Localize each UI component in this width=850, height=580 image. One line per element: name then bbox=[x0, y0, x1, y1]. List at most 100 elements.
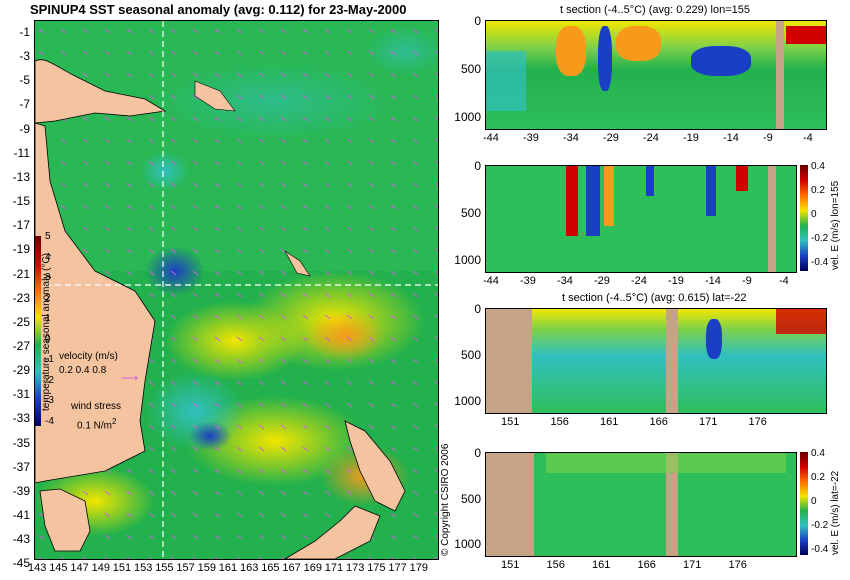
p1-x-tick: -19 bbox=[683, 132, 699, 144]
colorbar-tick: -4 bbox=[45, 415, 54, 427]
p4-y-tick: 0 bbox=[474, 446, 481, 460]
colorbar-tick: 2 bbox=[45, 292, 51, 304]
panel3-title: t section (-4..5°C) (avg: 0.615) lat=-22 bbox=[562, 292, 747, 304]
temp-section-lon155[interactable] bbox=[485, 20, 827, 130]
p2-colorbar-tick: 0.4 bbox=[811, 161, 825, 172]
p3-x-tick: 176 bbox=[748, 416, 767, 428]
panel4-colorbar bbox=[800, 452, 808, 555]
p2-x-tick: -19 bbox=[668, 275, 684, 287]
map-x-tick: 173 bbox=[346, 562, 365, 574]
map-x-tick: 163 bbox=[240, 562, 259, 574]
map-x-tick: 159 bbox=[197, 562, 216, 574]
map-x-tick: 153 bbox=[134, 562, 153, 574]
p2-y-tick: 500 bbox=[460, 206, 481, 220]
map-y-tick: -13 bbox=[12, 169, 30, 184]
p4-x-tick: 161 bbox=[592, 559, 611, 571]
map-field bbox=[35, 21, 438, 559]
p3-x-tick: 156 bbox=[550, 416, 569, 428]
p2-x-tick: -9 bbox=[742, 275, 752, 287]
p4-y-tick: 500 bbox=[460, 491, 481, 506]
p4-colorbar-tick: 0 bbox=[811, 496, 817, 507]
map-y-tick: -7 bbox=[19, 97, 30, 112]
p3-x-tick: 171 bbox=[699, 416, 718, 428]
colorbar-tick: 1 bbox=[45, 313, 51, 324]
p1-y-tick: 500 bbox=[460, 62, 481, 76]
map-y-tick: -25 bbox=[12, 314, 30, 329]
map-y-tick: -31 bbox=[12, 387, 30, 402]
map-x-tick: 169 bbox=[303, 562, 322, 574]
map-x-tick: 161 bbox=[218, 562, 238, 574]
velocity-legend-title: velocity (m/s) bbox=[59, 351, 118, 362]
p1-x-tick: -9 bbox=[763, 132, 773, 144]
p4-colorbar-tick: -0.2 bbox=[811, 520, 829, 531]
colorbar-tick: 5 bbox=[45, 231, 51, 242]
p2-colorbar-tick: -0.4 bbox=[811, 257, 829, 268]
p3-x-tick: 166 bbox=[649, 416, 668, 428]
panel2-colorbar bbox=[800, 165, 808, 271]
map-y-tick: -11 bbox=[13, 145, 30, 160]
map-y-tick: -15 bbox=[12, 194, 30, 209]
wind-legend-value: 0.1 N/m2 bbox=[77, 417, 117, 432]
p4-colorbar-tick: 0.4 bbox=[811, 448, 825, 459]
colorbar-tick: -2 bbox=[45, 374, 54, 386]
p2-x-tick: -24 bbox=[631, 275, 647, 287]
colorbar-tick: 3 bbox=[45, 272, 51, 283]
map-y-tick: -29 bbox=[12, 363, 30, 378]
map-x-tick: 151 bbox=[112, 562, 132, 574]
p4-y-tick: 1000 bbox=[454, 537, 481, 551]
map-x-tick: 157 bbox=[176, 562, 195, 574]
sst-anomaly-map[interactable]: 5 4 3 2 1 0 -1 -2 -3 -4 temperature seasonal anom… bbox=[34, 20, 439, 560]
p3-x-tick: 161 bbox=[600, 416, 619, 428]
map-x-tick: 177 bbox=[388, 562, 407, 574]
map-x-tick: 145 bbox=[49, 562, 68, 574]
map-y-tick: -21 bbox=[12, 266, 30, 281]
map-y-tick: -19 bbox=[12, 242, 30, 257]
p1-x-tick: -34 bbox=[563, 132, 579, 144]
temp-section-lat-22[interactable] bbox=[485, 308, 827, 414]
map-y-tick: -23 bbox=[12, 290, 30, 305]
colorbar-tick: -1 bbox=[45, 354, 54, 365]
velocity-section-lon155[interactable] bbox=[485, 165, 797, 273]
p4-colorbar-tick: -0.4 bbox=[811, 544, 829, 555]
map-x-tick: 167 bbox=[282, 562, 301, 574]
map-y-tick: -41 bbox=[12, 508, 30, 522]
colorbar-label: temperature seasonal anomaly (°C) bbox=[41, 253, 52, 411]
colorbar-tick: 0 bbox=[45, 333, 51, 345]
map-y-tick: -35 bbox=[12, 435, 30, 450]
p2-x-tick: -39 bbox=[520, 275, 536, 287]
map-y-tick: -9 bbox=[19, 121, 30, 136]
wind-legend-title: wind stress bbox=[71, 401, 122, 412]
p2-x-tick: -29 bbox=[594, 275, 610, 287]
map-y-tick: -43 bbox=[12, 532, 30, 547]
p4-colorbar-tick: 0.2 bbox=[811, 472, 825, 483]
map-y-tick: -27 bbox=[12, 338, 30, 353]
copyright-text: © Copyright CSIRO 2006 bbox=[440, 443, 451, 556]
map-x-tick: 149 bbox=[91, 562, 110, 574]
p2-colorbar-tick: 0.2 bbox=[811, 185, 825, 196]
p2-y-tick: 0 bbox=[474, 159, 481, 173]
map-x-tick: 175 bbox=[367, 562, 386, 574]
p4-x-tick: 156 bbox=[546, 559, 565, 571]
map-y-tick: -39 bbox=[12, 483, 30, 498]
map-x-tick: 165 bbox=[261, 562, 280, 574]
p1-x-tick: -29 bbox=[603, 132, 619, 144]
map-x-tick: 147 bbox=[70, 562, 89, 574]
p2-x-tick: -14 bbox=[705, 275, 721, 287]
p3-y-tick: 1000 bbox=[454, 394, 481, 408]
map-x-tick: 171 bbox=[324, 562, 344, 574]
p3-x-tick: 151 bbox=[501, 416, 520, 428]
p1-y-tick: 0 bbox=[474, 14, 481, 28]
velocity-legend-values: 0.2 0.4 0.8 bbox=[59, 365, 107, 376]
map-y-tick: -1 bbox=[19, 25, 30, 39]
p3-y-tick: 0 bbox=[474, 302, 481, 316]
p4-x-tick: 151 bbox=[501, 559, 520, 571]
velocity-section-lat-22[interactable] bbox=[485, 452, 797, 557]
map-y-tick: -3 bbox=[19, 49, 30, 64]
map-colorbar bbox=[35, 236, 41, 426]
map-x-tick: 155 bbox=[155, 562, 174, 574]
map-x-tick: 179 bbox=[409, 562, 428, 574]
panel4-colorbar-label: vel. E (m/s) lat=-22 bbox=[830, 470, 841, 555]
p2-colorbar-tick: 0 bbox=[811, 209, 817, 220]
panel2-colorbar-label: vel. E (m/s) lon=155 bbox=[830, 180, 841, 270]
p2-y-tick: 1000 bbox=[454, 253, 481, 267]
